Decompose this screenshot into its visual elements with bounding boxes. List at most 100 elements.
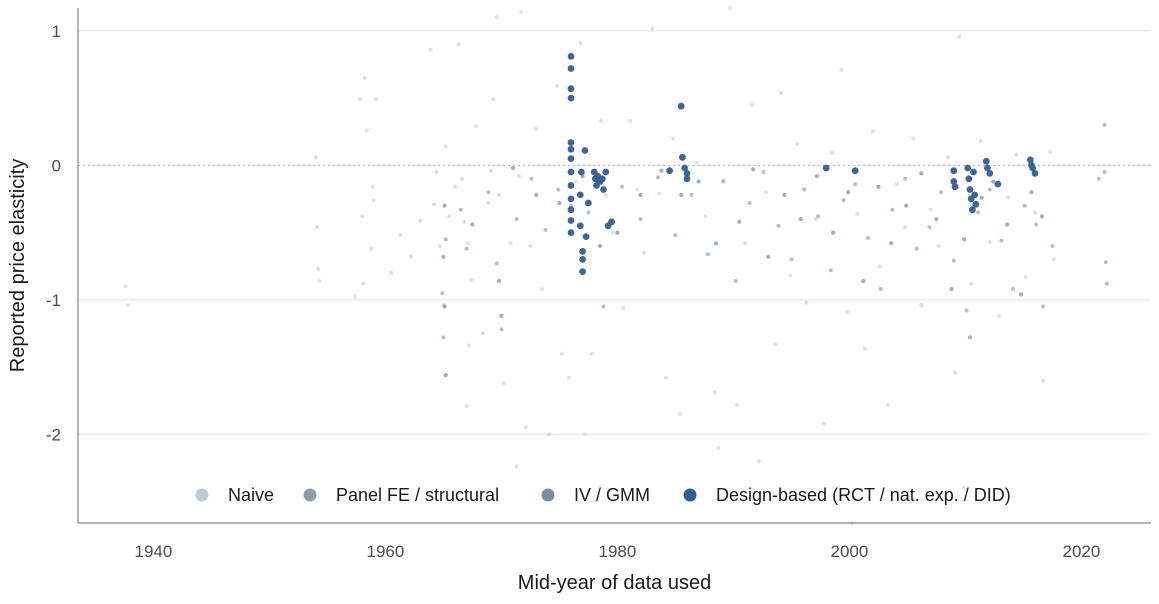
data-point [979, 195, 984, 200]
data-point [315, 225, 319, 230]
data-point [125, 303, 130, 308]
data-point [1034, 222, 1039, 227]
data-point [841, 198, 846, 203]
data-point [991, 179, 996, 184]
data-point [763, 190, 768, 195]
data-point [751, 167, 756, 172]
data-point [464, 246, 469, 251]
data-point [598, 175, 606, 183]
tick-labels: -2 -1 0 1 1940 1960 1980 2000 2020 [46, 22, 1100, 561]
data-point [567, 206, 575, 214]
data-point [1102, 123, 1107, 127]
data-point [721, 179, 725, 184]
data-point [984, 164, 991, 172]
data-point [845, 309, 850, 314]
data-point [946, 155, 950, 160]
data-point [919, 171, 924, 176]
data-point [353, 295, 358, 300]
data-point [357, 97, 362, 102]
data-point [398, 233, 403, 238]
legend-swatch [303, 488, 317, 502]
data-point [816, 214, 821, 219]
data-point [830, 151, 834, 156]
data-point [559, 351, 564, 356]
data-point [501, 381, 506, 386]
data-point [976, 210, 981, 215]
data-point [494, 261, 499, 266]
data-point [965, 175, 973, 183]
data-point [364, 128, 369, 133]
data-point [567, 139, 575, 146]
data-point [608, 218, 615, 226]
y-tick-label: 1 [52, 22, 61, 41]
data-point [953, 370, 957, 375]
data-point [508, 241, 513, 246]
data-point [589, 351, 594, 356]
axes [77, 8, 1151, 524]
data-point [962, 237, 967, 242]
data-point [681, 164, 689, 172]
data-point [1041, 304, 1046, 309]
data-point [761, 170, 766, 174]
data-point [737, 219, 742, 224]
data-point [573, 179, 578, 184]
data-point [464, 404, 469, 408]
data-point [928, 207, 933, 212]
data-point [615, 230, 620, 235]
data-point [716, 445, 721, 450]
data-point [987, 240, 992, 244]
data-point [904, 203, 909, 208]
data-point [666, 167, 673, 175]
data-point [582, 233, 590, 241]
data-point [499, 327, 504, 332]
data-point [766, 254, 771, 259]
data-point [547, 432, 551, 437]
data-point [567, 155, 575, 163]
data-point [585, 199, 592, 207]
data-point [523, 425, 528, 430]
data-point [556, 187, 561, 192]
data-point [443, 373, 448, 378]
data-point [369, 246, 374, 251]
data-point [466, 343, 471, 348]
data-point [1029, 190, 1034, 195]
data-point [889, 241, 894, 246]
data-point [890, 207, 895, 212]
data-point [642, 250, 647, 255]
data-point [603, 192, 608, 197]
data-point [510, 165, 516, 171]
data-point [418, 218, 423, 223]
data-point [441, 254, 446, 259]
data-point [499, 313, 504, 318]
legend-swatch [195, 488, 209, 502]
data-point [798, 217, 803, 222]
data-point [123, 284, 128, 289]
data-point [846, 190, 851, 195]
data-point [1050, 244, 1055, 248]
data-point [831, 230, 836, 235]
data-point [540, 287, 544, 291]
data-point [987, 187, 992, 192]
legend: Naive Panel FE / structural IV / GMM Design… [195, 485, 1011, 505]
data-point [1022, 203, 1027, 208]
data-point [950, 167, 958, 175]
data-point [970, 168, 977, 176]
data-point [567, 168, 575, 176]
data-point [1028, 161, 1035, 169]
data-point [1096, 176, 1101, 181]
data-point [813, 217, 818, 222]
data-point [1104, 281, 1109, 286]
data-point [756, 459, 761, 464]
data-point [460, 176, 464, 181]
data-point [962, 486, 967, 490]
data-point [638, 217, 643, 222]
data-point [828, 268, 833, 273]
x-tick-label: 1940 [134, 542, 172, 561]
data-point [491, 97, 496, 102]
data-point [528, 244, 533, 248]
data-point [936, 244, 941, 248]
data-point [703, 214, 708, 219]
x-tick-label: 2000 [830, 542, 868, 561]
data-point [986, 170, 994, 177]
data-point [951, 183, 959, 191]
